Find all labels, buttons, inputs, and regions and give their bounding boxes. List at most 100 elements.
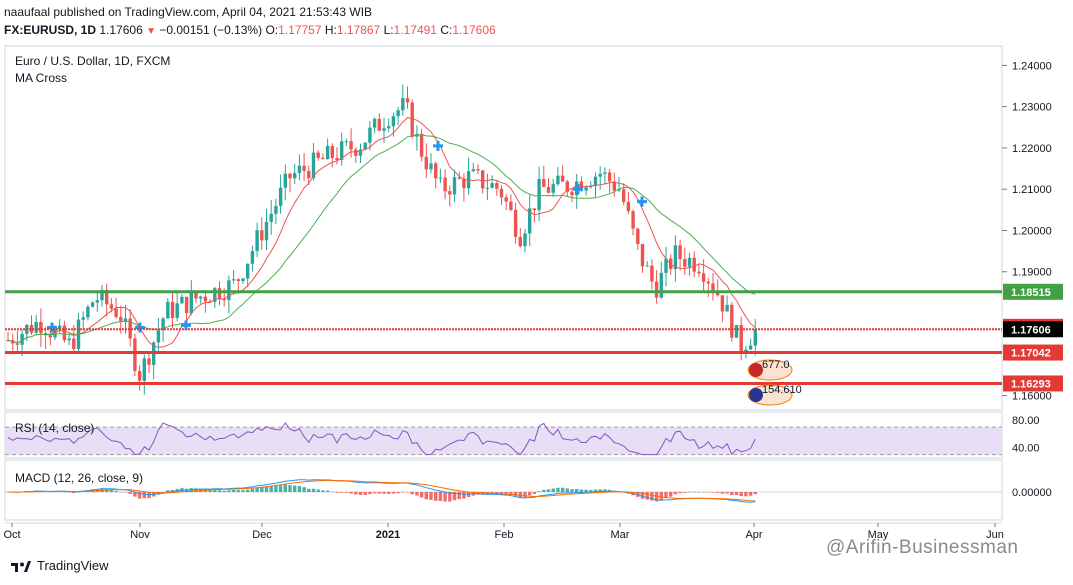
- candle-body: [147, 358, 151, 365]
- macd-bar: [62, 491, 67, 493]
- candle-body: [706, 281, 710, 284]
- macd-bar: [650, 492, 654, 501]
- candle-body: [260, 230, 264, 241]
- macd-bar: [401, 492, 405, 493]
- ma-cross-marker: [573, 184, 583, 195]
- macd-bar: [584, 489, 588, 492]
- candle-body: [311, 152, 316, 179]
- candle-body: [241, 278, 245, 282]
- candle-body: [330, 146, 334, 158]
- macd-bar: [335, 492, 339, 493]
- macd-bar: [528, 492, 532, 496]
- macd-bar: [415, 492, 419, 496]
- candle-body: [189, 292, 193, 314]
- candle-body: [250, 251, 255, 264]
- macd-bar: [434, 492, 438, 501]
- candle-body: [716, 291, 720, 296]
- candle-body: [227, 280, 231, 301]
- macd-bar: [716, 492, 720, 493]
- price-tick-label: 1.23000: [1012, 102, 1052, 114]
- candle-body: [372, 118, 377, 128]
- macd-bar: [537, 491, 541, 492]
- candle-body: [316, 152, 320, 158]
- candle-body: [67, 338, 71, 341]
- macd-bar: [227, 490, 231, 492]
- candle-body: [598, 173, 602, 177]
- macd-bar: [575, 488, 579, 492]
- macd-bar: [410, 492, 414, 495]
- candle-body: [382, 128, 386, 131]
- macd-bar: [518, 492, 522, 498]
- macd-bar: [683, 492, 687, 493]
- macd-bar: [119, 491, 123, 493]
- macd-bar: [560, 487, 565, 492]
- candle-body: [184, 296, 189, 314]
- candle-body: [90, 302, 95, 307]
- macd-bar: [443, 492, 447, 502]
- macd-bar: [579, 489, 584, 492]
- candle-body: [86, 306, 90, 318]
- price-label: 1.17606: [1011, 324, 1051, 336]
- candle-body: [683, 259, 687, 267]
- macd-bar: [589, 489, 593, 492]
- candle-body: [490, 183, 494, 188]
- flag-icon: [749, 363, 763, 377]
- macd-bar: [307, 488, 311, 492]
- candle-body: [659, 272, 663, 298]
- macd-bar: [664, 492, 668, 498]
- candle-body: [95, 300, 99, 303]
- macd-line: [7, 479, 756, 503]
- candle-body: [288, 173, 292, 179]
- candle-body: [48, 335, 52, 338]
- close-label: C:: [440, 23, 453, 37]
- macd-bar: [297, 486, 302, 492]
- macd-legend: MACD (12, 26, close, 9): [15, 471, 144, 485]
- candle-body: [636, 228, 640, 245]
- time-tick-label: Dec: [252, 529, 272, 541]
- candle-body: [137, 370, 142, 381]
- candle-body: [297, 165, 302, 174]
- macd-bar: [659, 492, 663, 501]
- macd-bar: [481, 492, 485, 495]
- candle-body: [556, 175, 560, 185]
- candle-body: [584, 187, 588, 191]
- macd-bar: [509, 492, 513, 495]
- candle-body: [626, 202, 631, 212]
- close-value: 1.17606: [452, 23, 496, 37]
- candle-body: [255, 230, 259, 252]
- price-label: 1.18515: [1011, 287, 1051, 299]
- tradingview-logo[interactable]: TradingView: [10, 558, 109, 573]
- candle-body: [711, 283, 715, 292]
- time-tick-label: Feb: [495, 529, 514, 541]
- candle-body: [340, 141, 344, 160]
- macd-bar: [725, 492, 729, 494]
- candle-body: [476, 169, 480, 171]
- candle-body: [734, 325, 739, 338]
- watermark: @Arifin-Businessman: [826, 537, 1019, 558]
- candle-body: [499, 188, 504, 198]
- signal-line: [8, 480, 756, 502]
- macd-bar: [546, 489, 551, 492]
- instrument-legend: Euro / U.S. Dollar, 1D, FXCM: [15, 54, 171, 68]
- macd-bar: [208, 489, 212, 492]
- macd-bar: [109, 489, 114, 492]
- macd-bar: [706, 492, 710, 493]
- macd-bar: [654, 492, 659, 502]
- candle-body: [565, 181, 569, 192]
- candle-body: [612, 181, 616, 191]
- macd-bar: [551, 488, 555, 492]
- candle-body: [269, 213, 273, 222]
- candle-body: [283, 173, 287, 188]
- macd-bar: [368, 492, 372, 495]
- candle-body: [593, 176, 598, 187]
- candle-body: [481, 170, 485, 189]
- candle-body: [471, 169, 475, 172]
- candle-body: [532, 208, 537, 211]
- candle-body: [325, 146, 330, 160]
- candle-body: [495, 183, 499, 189]
- candle-body: [368, 127, 372, 143]
- macd-bar: [669, 492, 673, 497]
- macd-bar: [236, 490, 240, 492]
- macd-bar: [495, 492, 499, 495]
